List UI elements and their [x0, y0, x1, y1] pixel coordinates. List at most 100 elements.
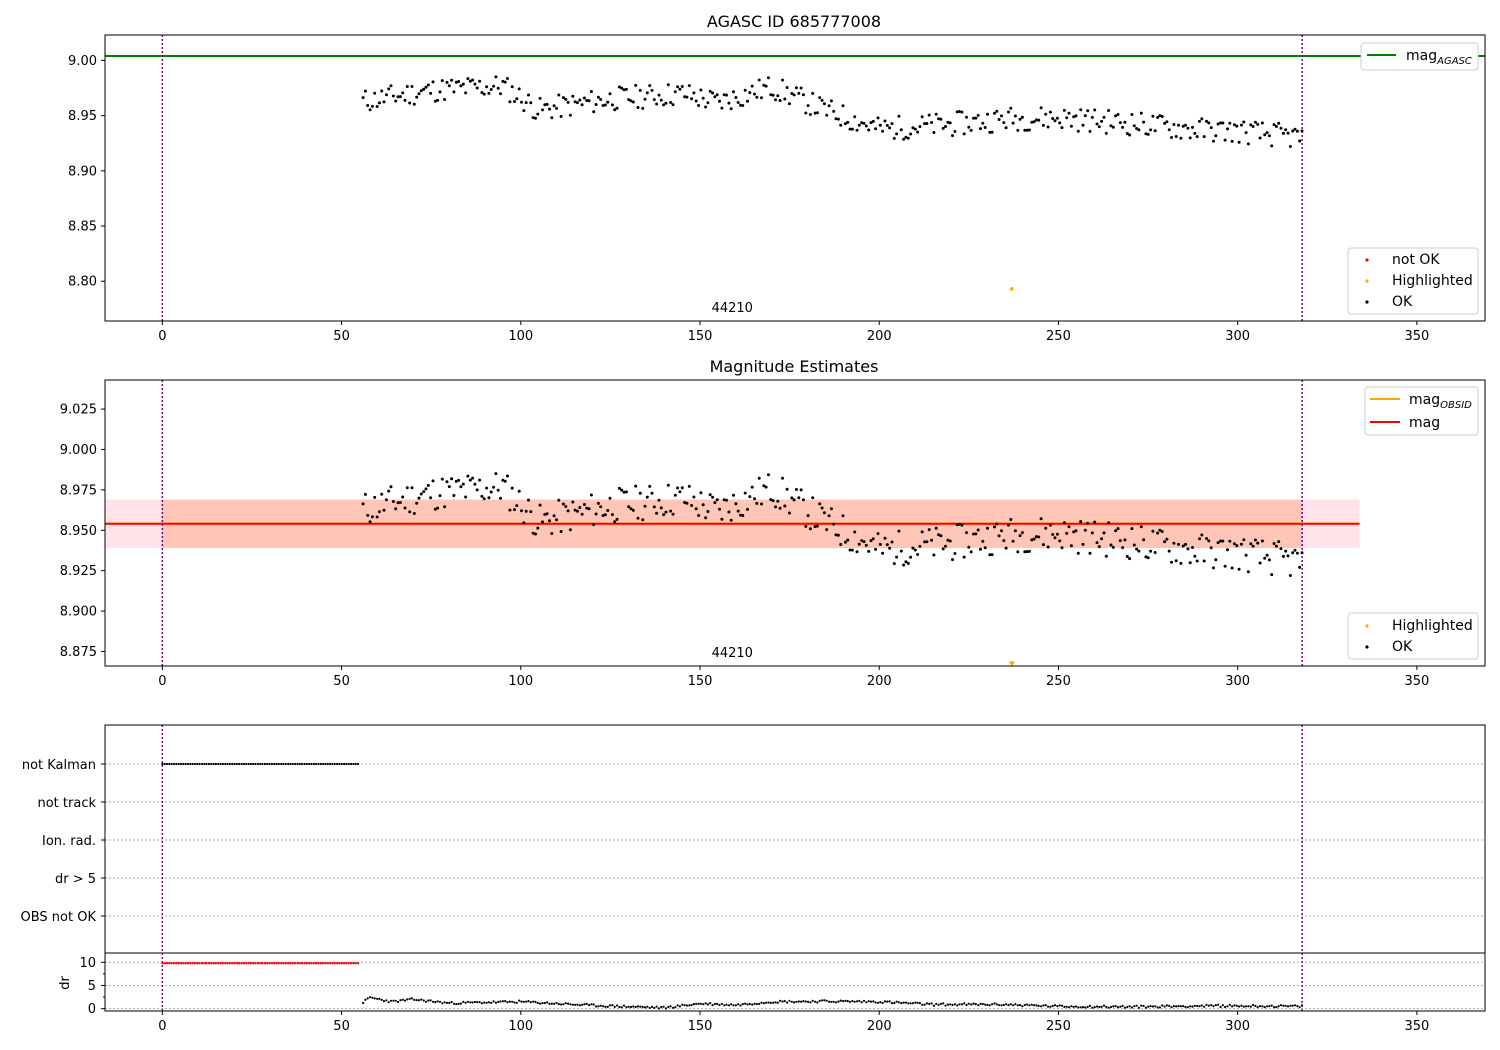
dr-ok-point — [772, 1001, 775, 1004]
ok-point — [1179, 561, 1183, 565]
ok-point — [380, 492, 384, 496]
dr-not-ok-point — [338, 962, 341, 965]
ok-point — [603, 103, 607, 107]
ok-point — [415, 95, 419, 99]
ok-point — [1267, 134, 1271, 138]
dr-not-ok-point — [273, 962, 276, 965]
ok-point — [750, 485, 754, 489]
ok-point — [636, 516, 640, 520]
ok-point — [578, 506, 582, 509]
dr-ok-point — [853, 1000, 856, 1003]
ok-point — [1205, 537, 1208, 540]
dr-ok-point — [834, 1001, 838, 1004]
dr-not-ok-point — [189, 962, 192, 965]
ok-point — [373, 495, 377, 499]
dr-ok-point — [1203, 1005, 1206, 1008]
ok-point — [419, 492, 423, 496]
dr-ok-point — [364, 998, 367, 1001]
ok-point — [361, 96, 365, 100]
category-label-3: dr > 5 — [55, 872, 96, 887]
dr-ok-point — [657, 1007, 661, 1010]
dr-not-ok-point — [259, 962, 262, 965]
dr-ok-point — [445, 1001, 449, 1005]
dr-not-ok-point — [317, 962, 320, 965]
dr-ok-point — [828, 1000, 831, 1003]
ok-point — [398, 501, 402, 504]
x-tick-label-4: 200 — [867, 329, 892, 344]
ok-point — [1286, 131, 1290, 135]
ok-point — [822, 511, 826, 515]
dr-ok-point — [727, 1004, 731, 1007]
ok-point — [375, 105, 379, 108]
ok-point — [1239, 542, 1243, 546]
dr-ok-point — [769, 1001, 772, 1005]
ok-point — [951, 558, 954, 562]
ok-point — [1032, 120, 1036, 124]
dr-ok-point — [951, 1003, 954, 1007]
not-kalman-point — [266, 762, 269, 766]
dr-ok-point — [706, 1003, 710, 1006]
y-tick-label-2: 8.90 — [68, 164, 97, 179]
ok-point — [1174, 559, 1178, 563]
ok-point — [827, 514, 831, 518]
ok-point — [536, 112, 540, 116]
ok-point — [1188, 561, 1192, 565]
dr-ok-point — [1182, 1005, 1185, 1008]
dr-not-ok-point — [165, 962, 169, 965]
ok-point — [1139, 525, 1143, 529]
ok-point — [1214, 134, 1218, 138]
dr-ok-point — [937, 1003, 940, 1006]
dr-not-ok-point — [177, 962, 180, 965]
ok-point — [755, 95, 759, 99]
ok-point — [1011, 121, 1015, 125]
ok-point — [913, 548, 917, 552]
ok-point — [1253, 538, 1257, 542]
ok-point — [948, 121, 952, 125]
dr-ok-point — [667, 1005, 670, 1009]
ok-point — [864, 543, 868, 547]
ok-point — [1249, 542, 1253, 546]
ok-point — [1060, 126, 1064, 130]
dr-ok-point — [429, 999, 432, 1002]
ok-point — [918, 125, 922, 129]
ok-point — [855, 550, 859, 554]
dr-ok-point — [923, 1003, 926, 1006]
ok-point — [895, 132, 899, 136]
ok-point — [1293, 548, 1297, 552]
ok-point — [389, 485, 393, 489]
dr-ok-point — [455, 1003, 458, 1006]
ok-point — [1244, 553, 1248, 557]
ok-point — [482, 92, 486, 96]
ok-point — [746, 507, 749, 511]
not-kalman-point — [298, 762, 301, 766]
ok-point — [534, 116, 537, 120]
ok-point — [1205, 119, 1208, 123]
dr-ok-point — [830, 1000, 833, 1004]
ok-point — [925, 122, 929, 125]
ok-point — [1104, 131, 1108, 135]
ok-point — [405, 486, 409, 490]
ok-point — [850, 548, 854, 552]
dr-ok-point — [588, 1003, 591, 1007]
ok-point — [394, 99, 398, 103]
x-tick-label-5: 250 — [1046, 329, 1071, 344]
dr-ok-point — [548, 1002, 551, 1006]
ok-point — [510, 486, 514, 490]
dr-ok-point — [373, 997, 376, 1000]
ok-point — [1121, 125, 1125, 129]
not-kalman-point — [189, 762, 192, 766]
dr-ok-point — [965, 1003, 968, 1007]
ok-point — [492, 485, 496, 489]
ok-point — [781, 78, 784, 82]
dr-ok-point — [1016, 1004, 1019, 1007]
ok-point — [885, 543, 889, 547]
ok-point — [1239, 123, 1243, 127]
dr-ok-point — [862, 999, 866, 1002]
panel2-annotation: 44210 — [712, 646, 753, 661]
ok-point — [1009, 518, 1013, 521]
ok-point — [580, 103, 584, 107]
dr-not-ok-point — [226, 962, 229, 965]
ok-point — [841, 514, 845, 518]
ok-point — [622, 88, 626, 92]
ok-point — [508, 508, 512, 512]
